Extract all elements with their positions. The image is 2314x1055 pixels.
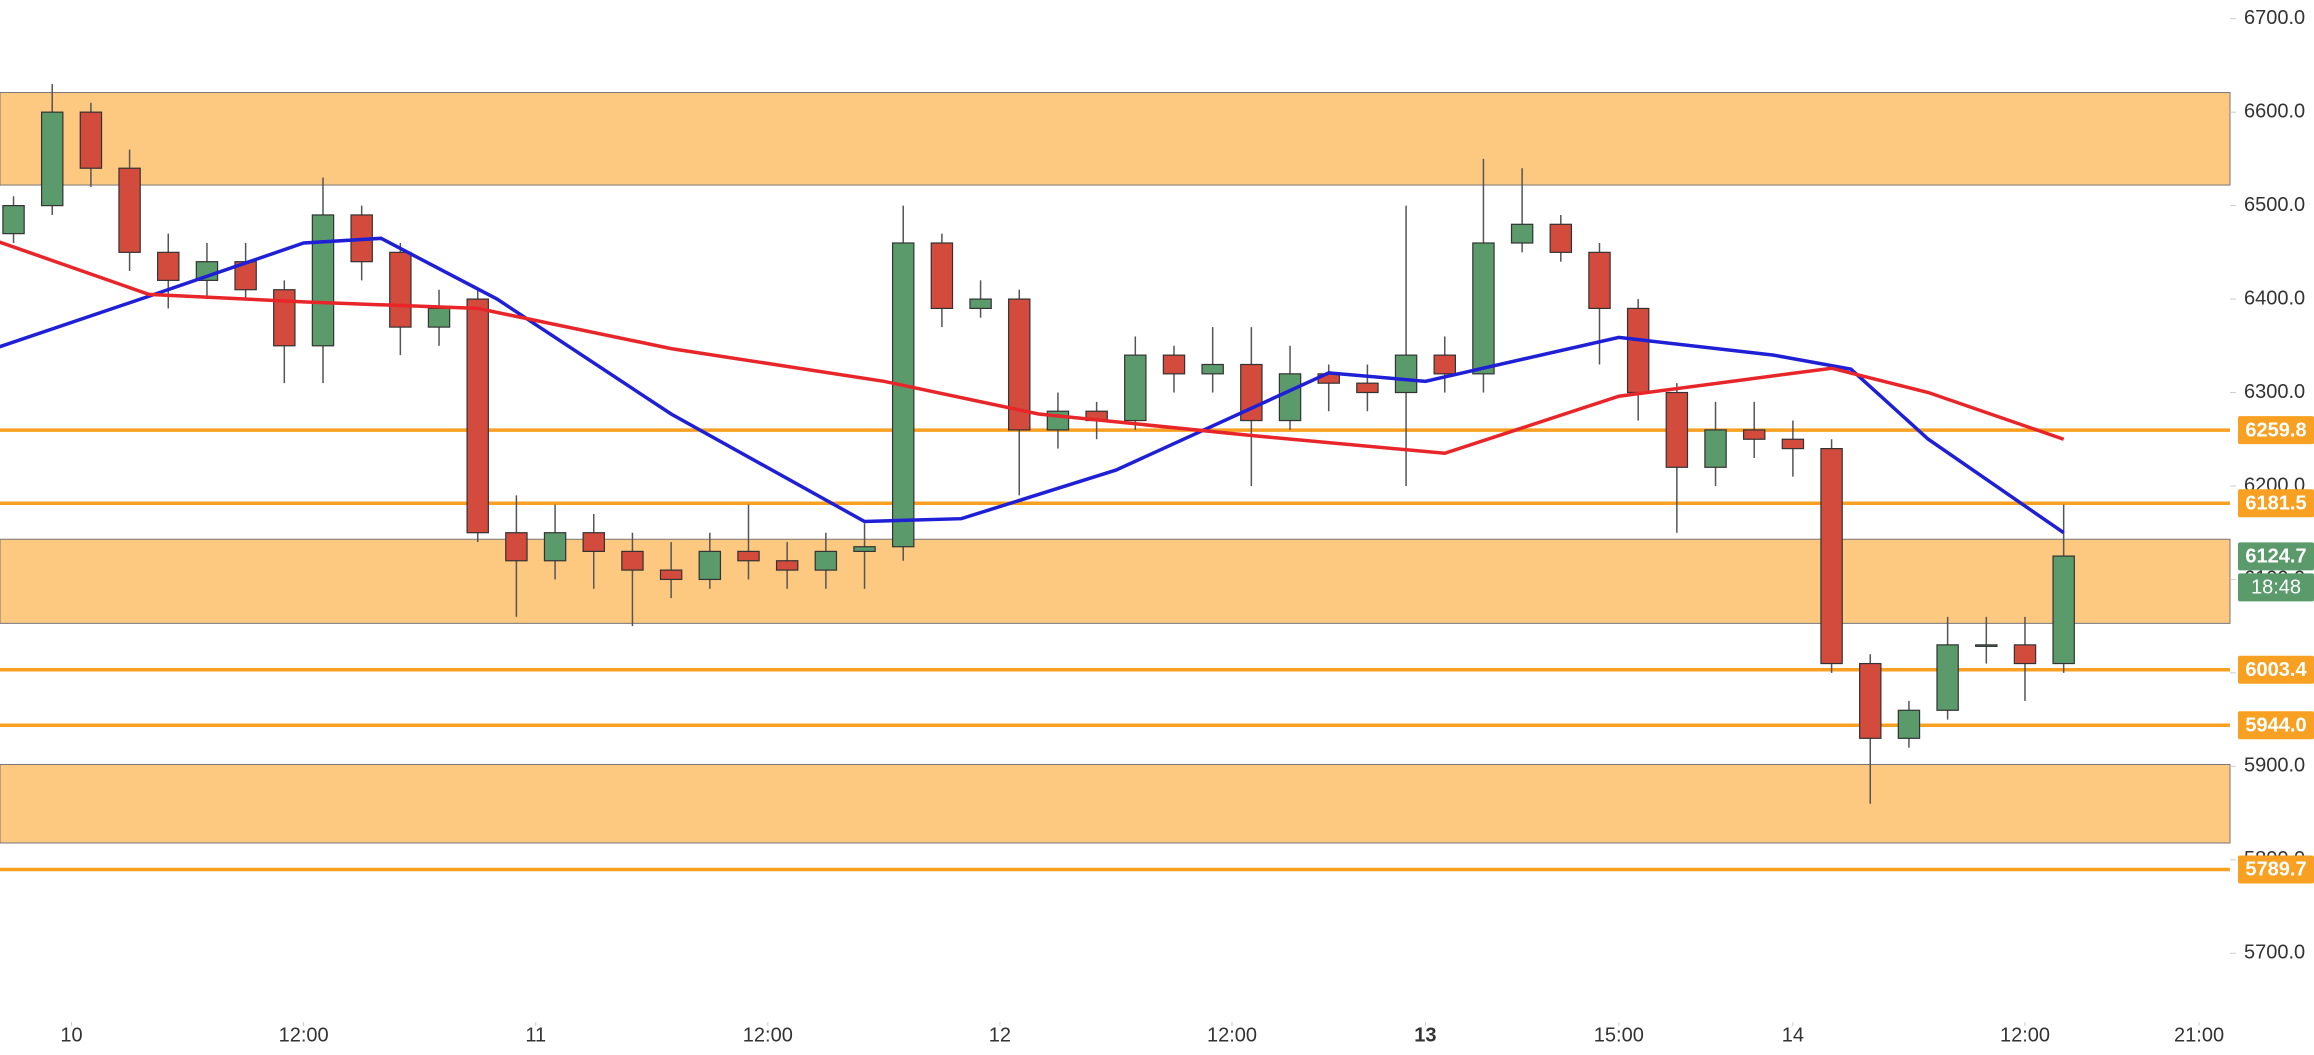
candle-body xyxy=(505,532,528,562)
x-tick-label: 12:00 xyxy=(743,1024,793,1046)
last-price-label-bg xyxy=(2238,542,2314,571)
candle-body xyxy=(157,251,180,281)
y-tick-label: 6500.0 xyxy=(2244,194,2305,216)
candle-body xyxy=(853,546,876,553)
candle-body xyxy=(2,205,25,235)
candle-body xyxy=(1781,438,1805,450)
candle-body xyxy=(1704,429,1727,468)
candle-body xyxy=(118,167,141,253)
y-tick-label: 6600.0 xyxy=(2244,100,2305,122)
level-label: 6181.5 xyxy=(2245,493,2306,515)
candle-body xyxy=(659,569,683,581)
moving-average xyxy=(0,236,2065,535)
x-tick-label: 14 xyxy=(1782,1024,1804,1046)
candle-body xyxy=(40,111,64,207)
candle-body xyxy=(1394,354,1418,394)
candle-body xyxy=(814,550,838,571)
candle-body xyxy=(427,307,451,328)
candle-body xyxy=(1665,391,1689,468)
candle-body xyxy=(1549,223,1573,253)
y-tick-label: 5700.0 xyxy=(2244,942,2305,964)
x-tick-label: 11 xyxy=(525,1024,546,1046)
candle-body xyxy=(1201,363,1224,375)
candle-body xyxy=(1356,382,1379,394)
level-label: 6003.4 xyxy=(2245,659,2307,681)
candle-body xyxy=(891,242,915,548)
moving-average xyxy=(0,240,2065,456)
candle-body xyxy=(1162,354,1186,375)
level-label-bg xyxy=(2238,489,2314,518)
zone xyxy=(0,763,2231,844)
countdown-bg xyxy=(2238,573,2314,602)
candle-body xyxy=(1936,644,1959,711)
y-tick-label: 6700.0 xyxy=(2244,7,2305,29)
x-tick-label: 15:00 xyxy=(1594,1024,1644,1046)
candle-body xyxy=(1820,447,1843,665)
candle-body xyxy=(273,289,296,347)
x-tick-label: 12:00 xyxy=(1207,1024,1257,1046)
candle-body xyxy=(543,532,567,562)
candle-body xyxy=(1124,354,1147,422)
candle-body xyxy=(466,298,489,534)
last-price-label: 6124.7 xyxy=(2245,546,2306,568)
level-label-bg xyxy=(2238,855,2314,884)
candle-body xyxy=(698,550,722,581)
x-tick-label: 12:00 xyxy=(279,1024,329,1046)
candle-body xyxy=(930,242,954,310)
x-tick-label: 12 xyxy=(989,1024,1011,1046)
candle-body xyxy=(1510,223,1534,244)
candle-body xyxy=(1588,251,1611,310)
candle-body xyxy=(1008,298,1031,431)
y-tick-label: 6300.0 xyxy=(2244,381,2305,403)
candle-body xyxy=(1859,662,1882,739)
candle-body xyxy=(582,532,606,553)
y-tick-label: 5900.0 xyxy=(2244,755,2305,777)
candle-body xyxy=(1472,242,1495,375)
level-label: 6259.8 xyxy=(2245,419,2306,441)
zone xyxy=(0,92,2231,186)
candle-body xyxy=(969,298,992,310)
level-label-bg xyxy=(2238,655,2314,684)
level-label: 5789.7 xyxy=(2245,859,2306,881)
countdown: 18:48 xyxy=(2251,577,2301,599)
candle-body xyxy=(389,251,412,328)
level-label-bg xyxy=(2238,711,2314,740)
candle-body xyxy=(79,111,103,169)
x-tick-label: 12:00 xyxy=(2000,1024,2050,1046)
level-label: 5944.0 xyxy=(2245,715,2306,737)
candle-body xyxy=(1975,644,1998,647)
x-tick-label: 10 xyxy=(60,1024,82,1046)
candle-body xyxy=(2013,644,2037,665)
candle-body xyxy=(311,214,335,347)
y-tick-label: 6400.0 xyxy=(2244,287,2305,309)
level-label-bg xyxy=(2238,416,2314,445)
candle-body xyxy=(1897,709,1921,739)
candle-body xyxy=(775,560,799,571)
candle-body xyxy=(621,550,644,571)
x-tick-label: 21:00 xyxy=(2174,1024,2224,1046)
zone xyxy=(0,538,2231,624)
candle-body xyxy=(1626,307,1650,394)
candle-body xyxy=(1433,354,1456,375)
candle-body xyxy=(1278,373,1302,422)
candle-body xyxy=(737,550,760,562)
candle-body xyxy=(1742,429,1766,440)
candle-body xyxy=(2052,555,2075,665)
x-tick-label: 13 xyxy=(1414,1024,1436,1046)
